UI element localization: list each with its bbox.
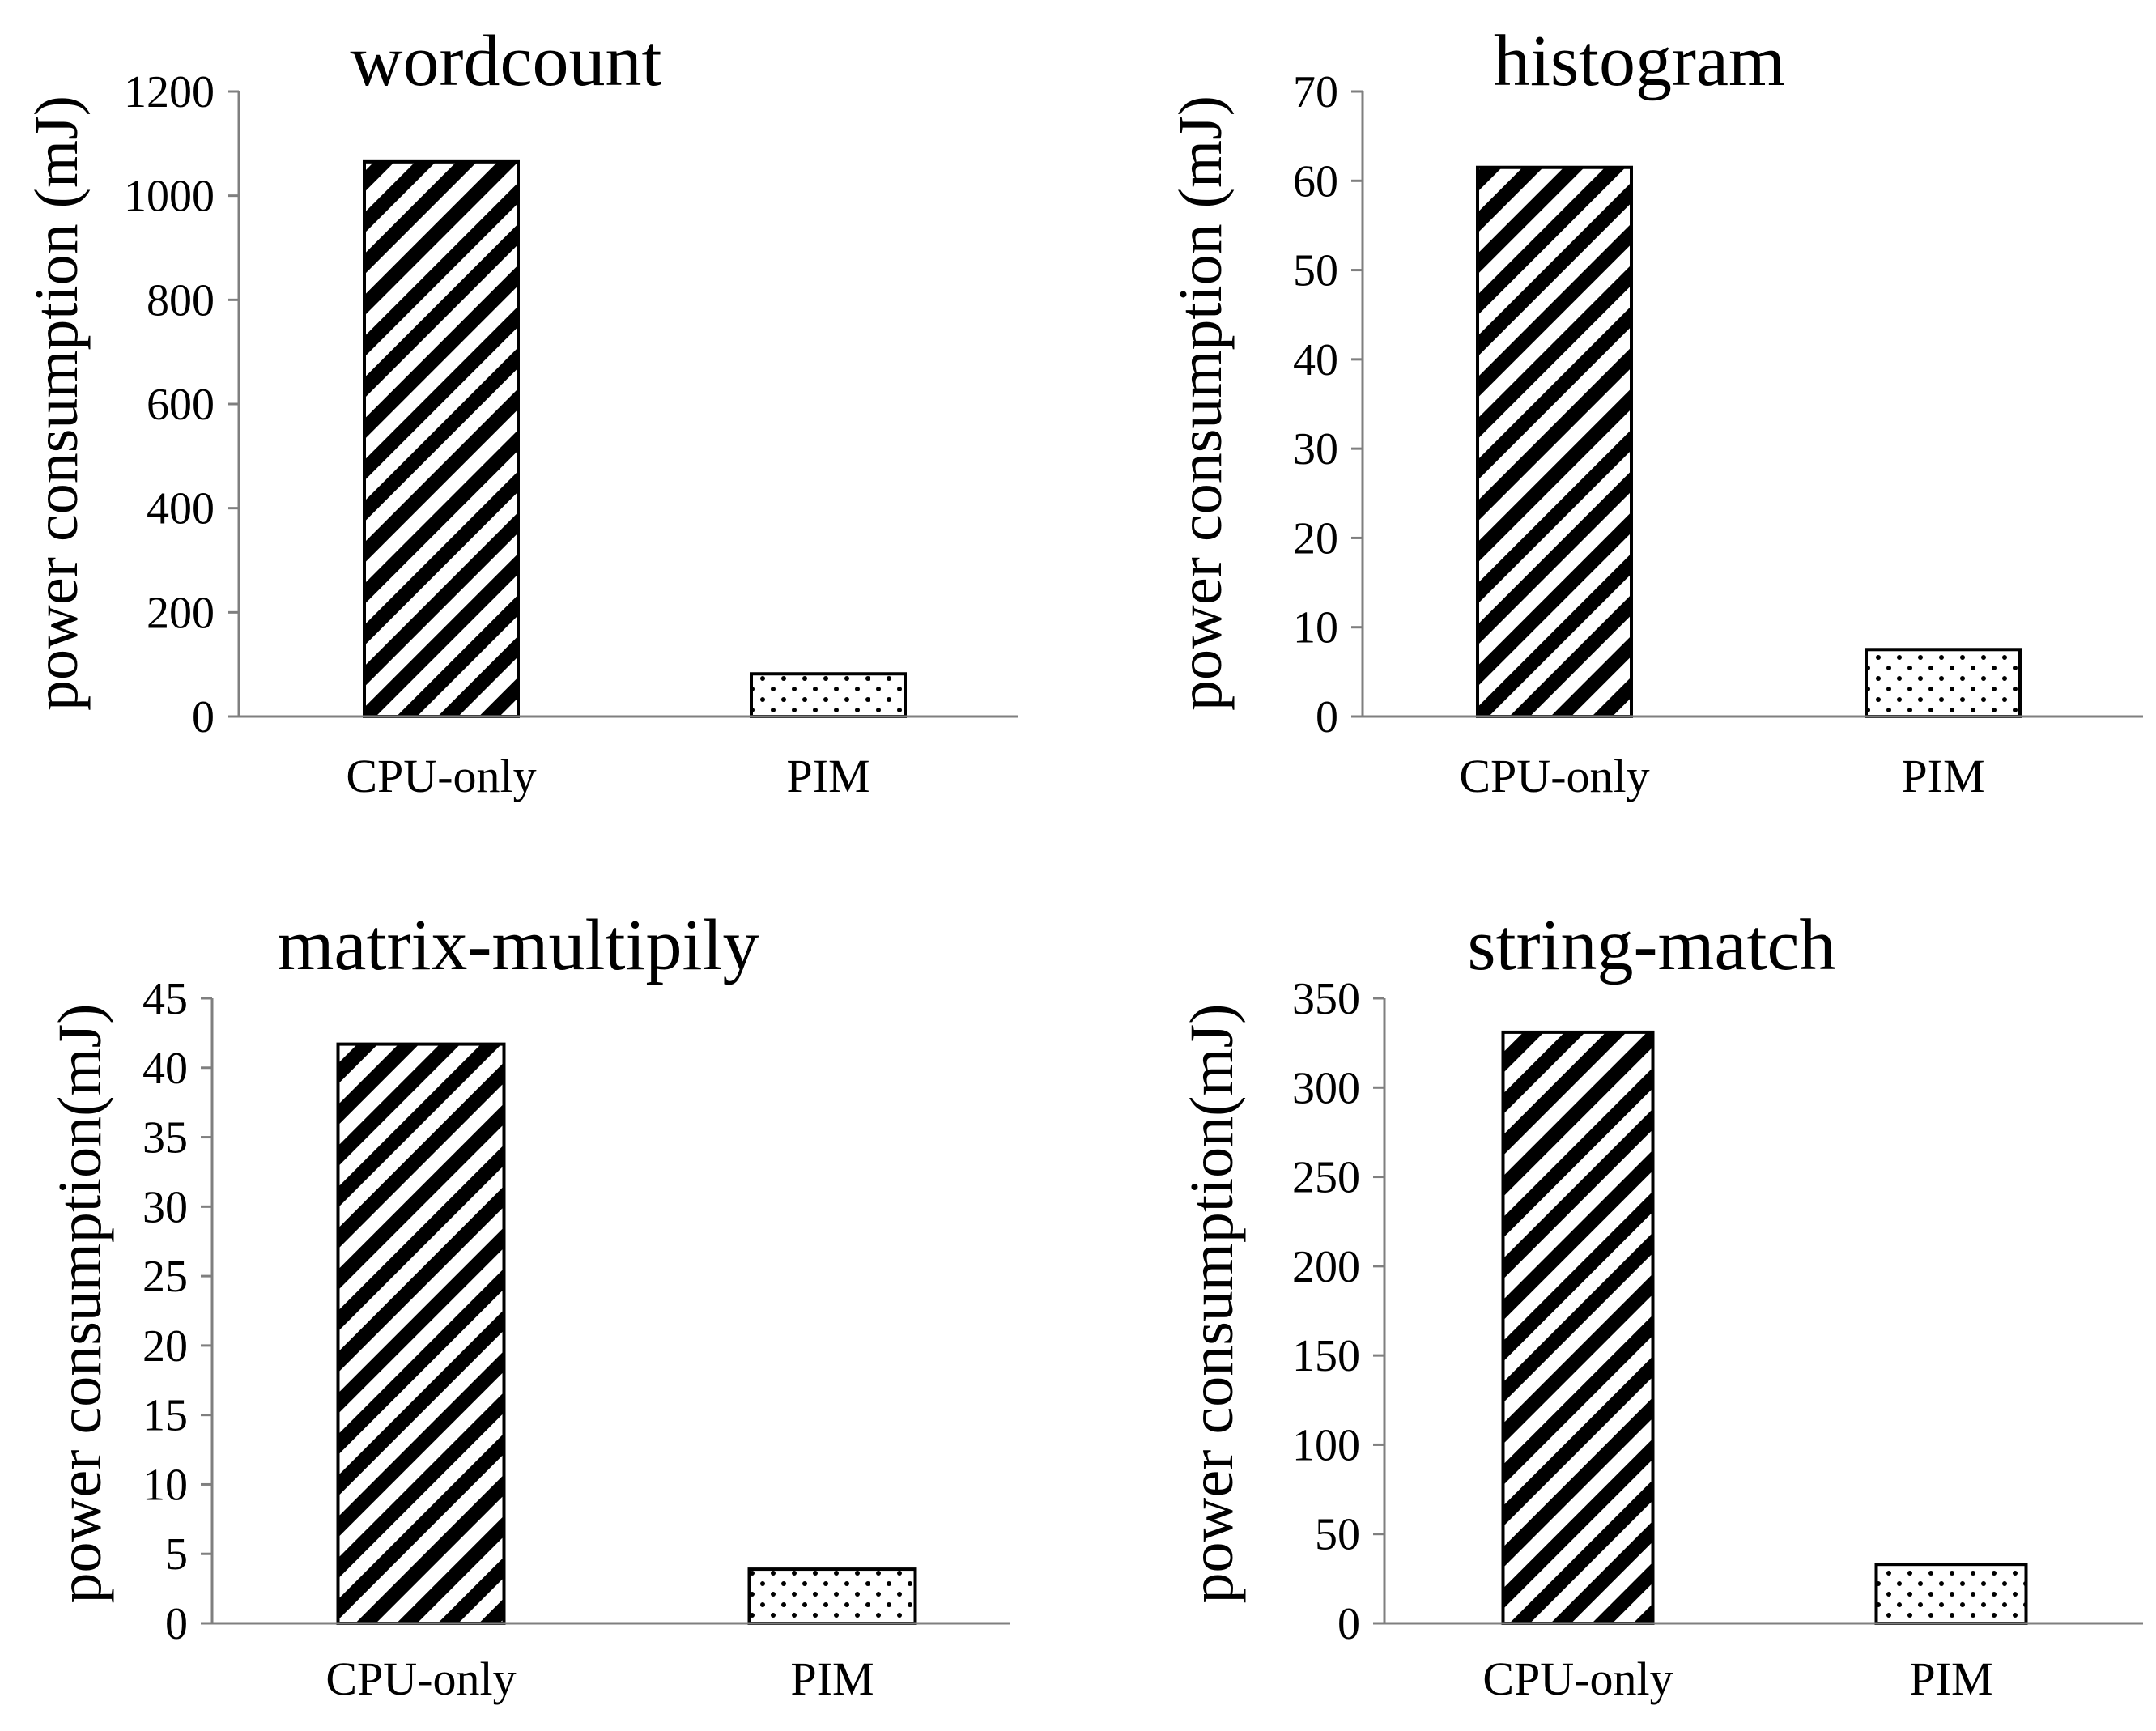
bar-cpu-only	[363, 159, 520, 719]
y-tick-label: 200	[147, 588, 215, 638]
bar-pim	[750, 672, 907, 718]
bar-cpu-only	[1476, 165, 1633, 718]
x-category-label: PIM	[790, 1652, 874, 1705]
bar-cpu-only	[1501, 1030, 1655, 1625]
chart-title: matrix-multipily	[278, 905, 759, 985]
y-tick-label: 800	[147, 275, 215, 325]
y-tick-label: 45	[142, 974, 188, 1024]
y-tick-label: 20	[1293, 513, 1338, 564]
bar-pim	[1865, 648, 2022, 718]
y-axis-label: power consumption(mJ)	[46, 1004, 114, 1604]
y-axis-label: power consumption (mJ)	[1167, 96, 1235, 711]
y-tick-label: 50	[1315, 1510, 1360, 1560]
y-tick-label: 70	[1293, 67, 1338, 117]
y-tick-label: 0	[1337, 1599, 1360, 1649]
x-category-label: CPU-only	[325, 1652, 516, 1705]
y-tick-label: 200	[1292, 1242, 1360, 1292]
x-category-label: CPU-only	[1482, 1652, 1673, 1705]
y-tick-label: 60	[1293, 156, 1338, 206]
y-tick-label: 400	[147, 484, 215, 534]
chart-panel-string-match: string-match power consumption(mJ) 0 50 10…	[1178, 905, 2143, 1705]
chart-panel-matrix-multipily: matrix-multipily power consumption(mJ) 0…	[46, 905, 1010, 1705]
bar-cpu-only	[336, 1042, 506, 1625]
chart-panel-histogram: histogram power consumption (mJ) 0 10 20 30…	[1167, 21, 2143, 802]
x-category-label: CPU-only	[346, 750, 536, 802]
y-tick-label: 15	[142, 1391, 188, 1441]
chart-panel-wordcount: wordcount power consumption (mJ) 0 200 400…	[23, 21, 1018, 802]
y-tick-label: 150	[1292, 1331, 1360, 1381]
y-tick-label: 1200	[124, 67, 215, 117]
y-tick-label: 35	[142, 1113, 188, 1163]
y-tick-label: 100	[1292, 1420, 1360, 1470]
y-tick-label: 30	[1293, 424, 1338, 474]
y-tick-label: 350	[1292, 974, 1360, 1024]
chart-title: histogram	[1494, 21, 1785, 101]
y-tick-label: 0	[165, 1599, 188, 1649]
y-tick-label: 40	[1293, 335, 1338, 385]
bar-pim	[1874, 1563, 2028, 1625]
y-tick-label: 20	[142, 1321, 188, 1372]
y-tick-label: 30	[142, 1182, 188, 1232]
y-tick-label: 300	[1292, 1063, 1360, 1113]
y-tick-label: 40	[142, 1044, 188, 1094]
y-tick-label: 10	[1293, 603, 1338, 653]
chart-title: wordcount	[351, 21, 662, 101]
x-category-label: PIM	[786, 750, 870, 802]
x-category-label: PIM	[1901, 750, 1984, 802]
chart-title: string-match	[1468, 905, 1836, 985]
y-tick-label: 1000	[124, 172, 215, 222]
y-tick-label: 50	[1293, 246, 1338, 296]
y-tick-label: 250	[1292, 1153, 1360, 1203]
y-tick-label: 0	[1316, 692, 1338, 742]
y-tick-label: 0	[192, 692, 215, 742]
y-axis-label: power consumption(mJ)	[1178, 1004, 1246, 1604]
x-category-label: PIM	[1909, 1652, 1992, 1705]
y-tick-label: 10	[142, 1460, 188, 1510]
y-tick-label: 600	[147, 380, 215, 430]
bar-pim	[747, 1567, 917, 1626]
y-tick-label: 25	[142, 1252, 188, 1302]
y-tick-label: 5	[165, 1529, 188, 1580]
y-axis-label: power consumption (mJ)	[23, 96, 91, 711]
x-category-label: CPU-only	[1459, 750, 1649, 802]
